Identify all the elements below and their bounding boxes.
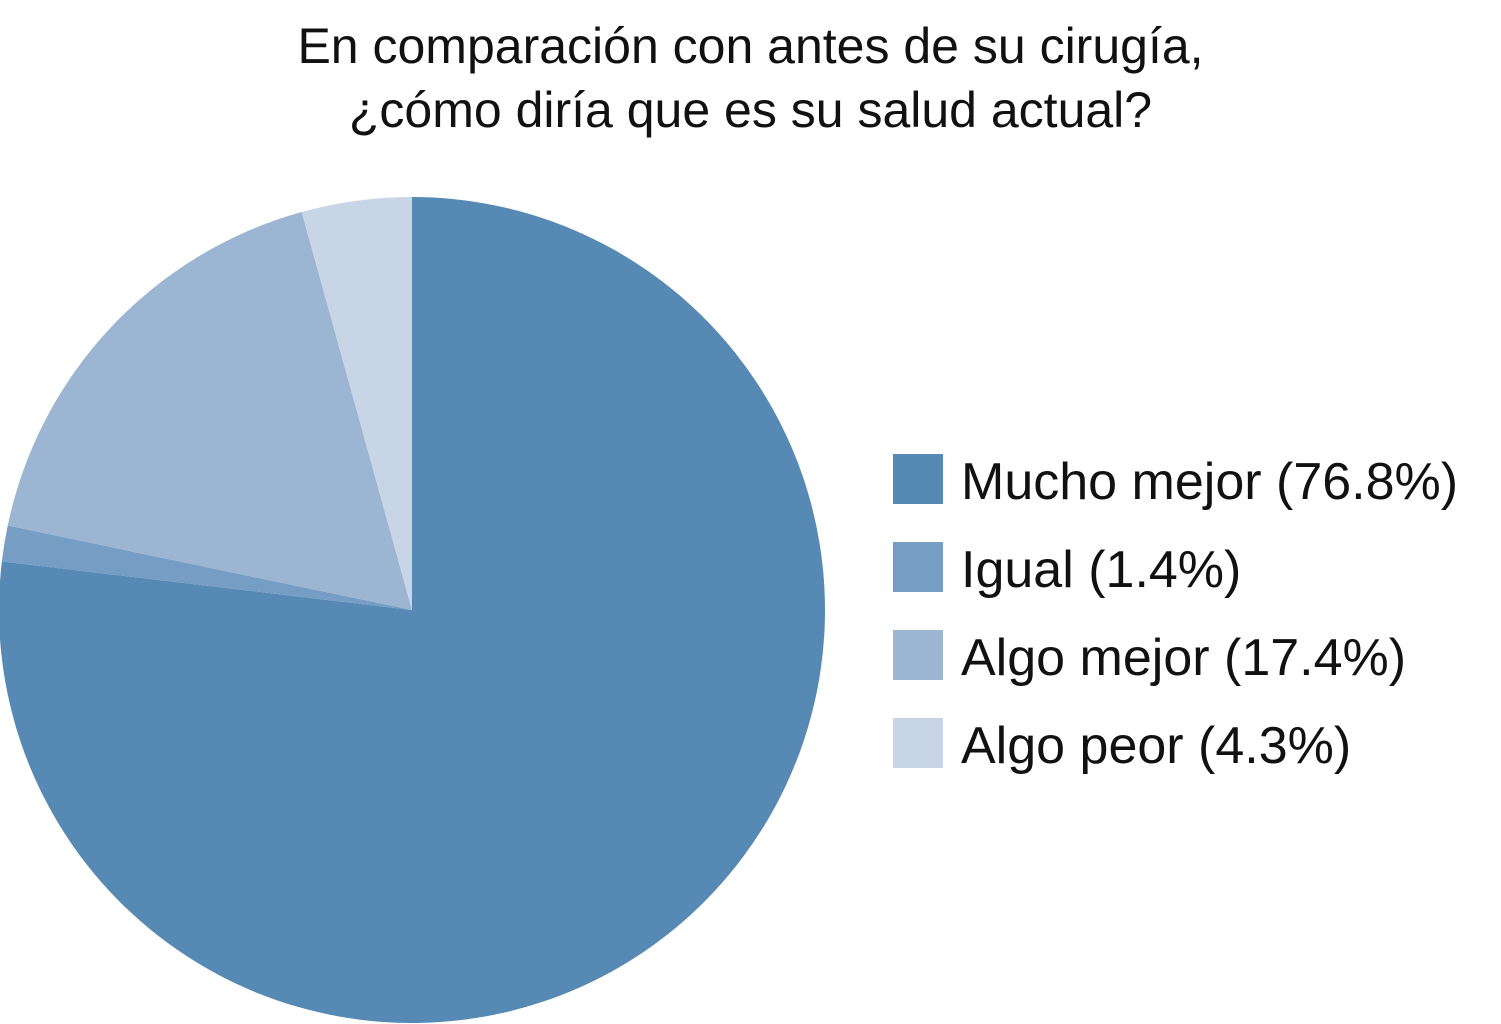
legend-swatch-mucho-mejor bbox=[893, 454, 943, 504]
pie-slice-igual bbox=[1, 525, 413, 610]
pie-slice-algo-peor bbox=[301, 197, 412, 610]
legend-swatch-igual bbox=[893, 542, 943, 592]
legend-label-igual: Igual (1.4%) bbox=[961, 541, 1242, 599]
chart-title: En comparación con antes de su cirugía, … bbox=[0, 14, 1501, 142]
legend-label-algo-mejor: Algo mejor (17.4%) bbox=[961, 629, 1407, 687]
chart-title-line-2: ¿cómo diría que es su salud actual? bbox=[348, 82, 1153, 138]
legend-label-algo-peor: Algo peor (4.3%) bbox=[961, 717, 1352, 775]
legend-swatch-algo-mejor bbox=[893, 630, 943, 680]
legend-swatch-algo-peor bbox=[893, 718, 943, 768]
pie-slice-algo-mejor bbox=[7, 212, 412, 610]
pie-slice-mucho-mejor bbox=[0, 197, 825, 1023]
chart-title-line-1: En comparación con antes de su cirugía, bbox=[297, 18, 1204, 74]
legend-label-mucho-mejor: Mucho mejor (76.8%) bbox=[961, 453, 1459, 511]
